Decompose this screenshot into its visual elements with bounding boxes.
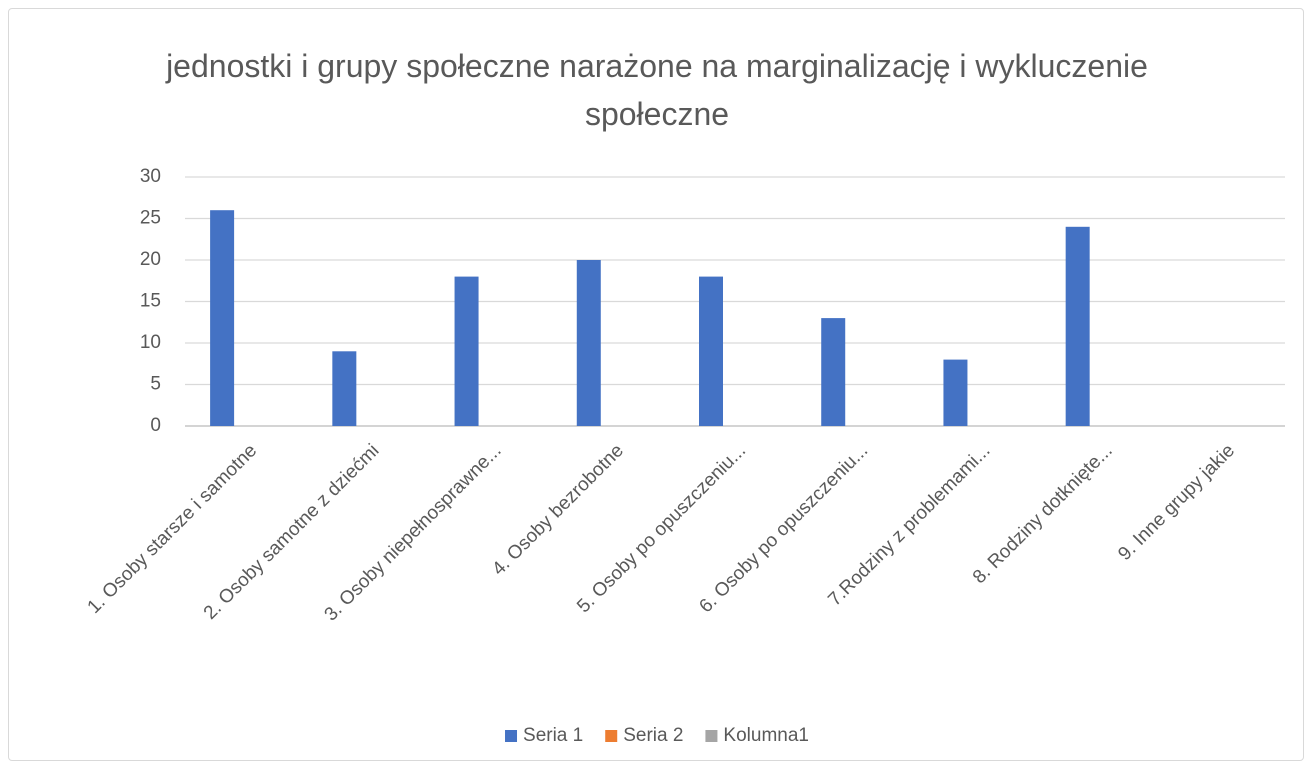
y-tick-label: 0 <box>150 415 161 436</box>
y-tick-label: 5 <box>150 374 161 395</box>
bar <box>210 210 235 426</box>
y-tick-label: 25 <box>140 208 161 229</box>
chart-frame <box>8 8 1304 761</box>
y-tick-label: 20 <box>140 249 161 270</box>
legend-label: Seria 2 <box>623 725 683 746</box>
legend-swatch <box>505 730 518 742</box>
bar <box>821 318 846 426</box>
chart-title: jednostki i grupy społeczne narażone na … <box>166 48 1148 132</box>
bar <box>332 351 357 426</box>
bar <box>1065 226 1090 426</box>
legend-label: Seria 1 <box>523 725 583 746</box>
y-tick-label: 30 <box>140 166 161 187</box>
legend-swatch <box>605 730 618 742</box>
x-tick-label: 4. Osoby bezrobotne <box>488 440 628 580</box>
legend-swatch <box>705 730 718 742</box>
bar <box>576 260 601 426</box>
x-tick-label: 8. Rodziny dotknięte... <box>969 440 1117 588</box>
bar <box>943 359 968 426</box>
bar <box>699 276 723 426</box>
bar <box>454 276 479 426</box>
x-tick-label: 9. Inne grupy jakie <box>1114 440 1239 565</box>
legend-label: Kolumna1 <box>723 725 809 746</box>
y-tick-label: 10 <box>140 332 161 353</box>
y-tick-label: 15 <box>140 291 161 312</box>
